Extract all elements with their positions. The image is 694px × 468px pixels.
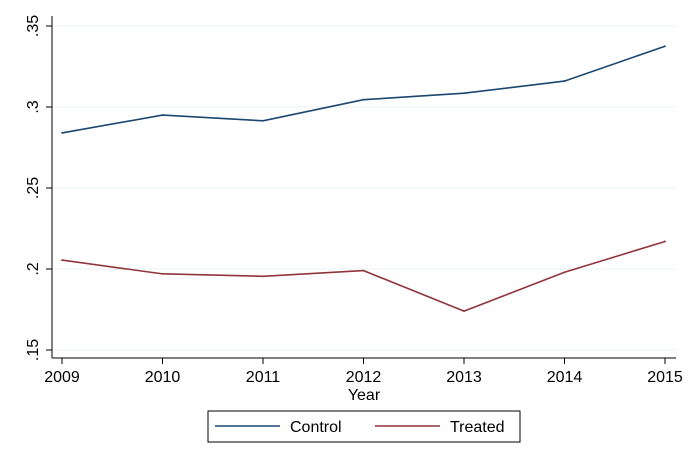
x-tick-label: 2015 [647,369,683,386]
data-point [61,259,63,261]
data-point [161,114,164,116]
data-point [463,310,465,313]
data-point [664,240,666,243]
legend: Control Treated [207,410,521,443]
x-tick-label: 2010 [145,369,181,386]
data-point [362,98,365,101]
x-tick-label: 2013 [446,369,482,386]
axes [51,16,676,359]
series-line-treated [61,240,666,312]
legend-label-treated: Treated [450,419,505,436]
data-point [563,271,566,274]
series-line-control [61,45,666,134]
y-tick-label: .25 [25,177,42,199]
x-tick-label: 2012 [346,369,382,386]
gridlines [52,25,676,351]
data-point [262,119,264,122]
series-lines [61,45,666,313]
y-axis-ticks: .15 .2 .25 .3 .35 [25,15,52,361]
x-axis-ticks: 2009 2010 2011 2012 2013 2014 2015 [44,358,683,386]
data-point [563,80,566,82]
data-point [463,92,465,95]
y-tick-label: .35 [25,15,42,37]
data-point [262,275,264,278]
y-tick-label: .3 [25,100,42,113]
legend-label-control: Control [290,419,342,436]
data-point [362,269,365,272]
x-tick-label: 2014 [547,369,583,386]
data-point [664,45,666,48]
y-tick-label: .15 [25,339,42,361]
data-point [61,132,63,134]
y-tick-label: .2 [25,262,42,275]
x-axis-title: Year [348,387,381,404]
x-tick-label: 2009 [44,369,80,386]
data-point [161,272,164,275]
x-tick-label: 2011 [246,369,281,386]
